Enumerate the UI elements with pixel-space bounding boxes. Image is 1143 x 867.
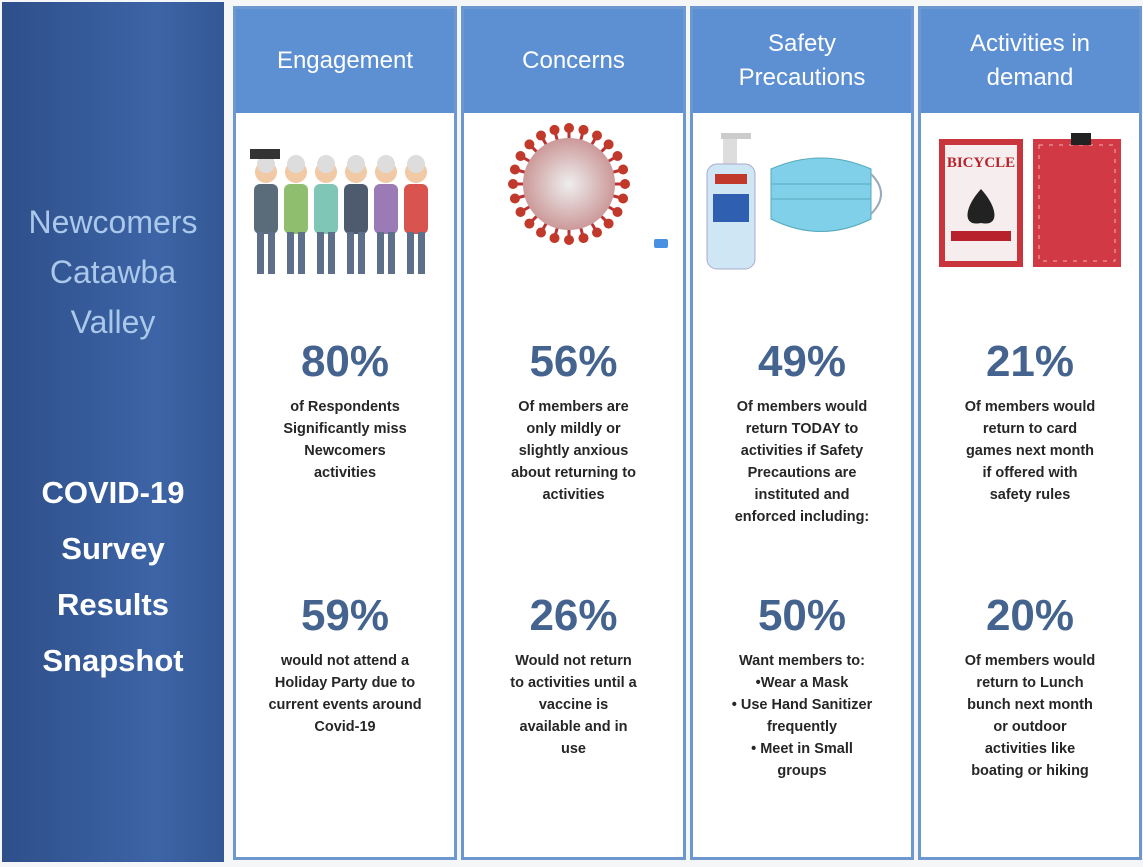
org-name: Newcomers [2,197,224,247]
stat-text: games next month [921,443,1139,459]
stat-text: • Meet in Small [693,741,911,757]
stat-text: Covid-19 [236,719,454,735]
stat-text: or outdoor [921,719,1139,735]
illustration [464,119,684,294]
stat-text: frequently [693,719,911,735]
survey-title: COVID-19 [2,465,224,521]
stat-text: current events around [236,697,454,713]
column-header: Concerns [464,9,683,113]
stat-text: return TODAY to [693,421,911,437]
stat-text: Would not return [464,653,683,669]
stat-value: 20% [921,591,1139,641]
header-text: Precautions [739,61,866,95]
stat-text: Want members to: [693,653,911,669]
header-text: Concerns [522,44,625,78]
stat-text: safety rules [921,487,1139,503]
survey-title: Survey [2,521,224,577]
stat-text: return to card [921,421,1139,437]
stat-text: return to Lunch [921,675,1139,691]
header-text: Activities in [970,27,1090,61]
stat-text: Of members would [921,653,1139,669]
stat-value: 26% [464,591,683,641]
stat-text: Of members are [464,399,683,415]
stat-text: slightly anxious [464,443,683,459]
stat-text: • Use Hand Sanitizer [693,697,911,713]
illustration: BICYCLE [921,119,1141,294]
column-header: Engagement [236,9,454,113]
header-text: demand [987,61,1074,95]
header-text: Safety [768,27,836,61]
stat-text: use [464,741,683,757]
stat-value: 21% [921,337,1139,387]
stat-text: activities [236,465,454,481]
stat-text: enforced including: [693,509,911,525]
card-brand: BICYCLE [947,155,1015,171]
stat-text: Holiday Party due to [236,675,454,691]
survey-title: Results [2,577,224,633]
stat-text: bunch next month [921,697,1139,713]
stat-text: activities like [921,741,1139,757]
org-name: Catawba [2,247,224,297]
stat-text: of Respondents [236,399,454,415]
stat-text: to activities until a [464,675,683,691]
stat-text: only mildly or [464,421,683,437]
stat-text: Newcomers [236,443,454,459]
stat-text: instituted and [693,487,911,503]
stat-value: 50% [693,591,911,641]
survey-title: Snapshot [2,633,224,689]
column: Concerns 56% Of members are only mildly or s… [461,6,686,860]
stat-text: •Wear a Mask [693,675,911,691]
stat-text: vaccine is [464,697,683,713]
illustration [693,119,913,294]
stat-text: activities if Safety [693,443,911,459]
stat-value: 56% [464,337,683,387]
stat-text: activities [464,487,683,503]
illustration [236,119,456,294]
column: Engagement 80% of Respondents Significantly… [233,6,457,860]
infographic: NewcomersCatawbaValleyCOVID-19SurveyResu… [0,0,1143,867]
stat-text: Of members would [693,399,911,415]
stat-text: groups [693,763,911,779]
stat-text: Significantly miss [236,421,454,437]
stat-text: about returning to [464,465,683,481]
stat-value: 49% [693,337,911,387]
org-name: Valley [2,297,224,347]
stat-text: available and in [464,719,683,735]
stat-text: Precautions are [693,465,911,481]
stat-value: 80% [236,337,454,387]
stat-text: Of members would [921,399,1139,415]
stat-text: would not attend a [236,653,454,669]
header-text: Engagement [277,44,413,78]
stat-text: if offered with [921,465,1139,481]
stat-value: 59% [236,591,454,641]
stat-text: boating or hiking [921,763,1139,779]
